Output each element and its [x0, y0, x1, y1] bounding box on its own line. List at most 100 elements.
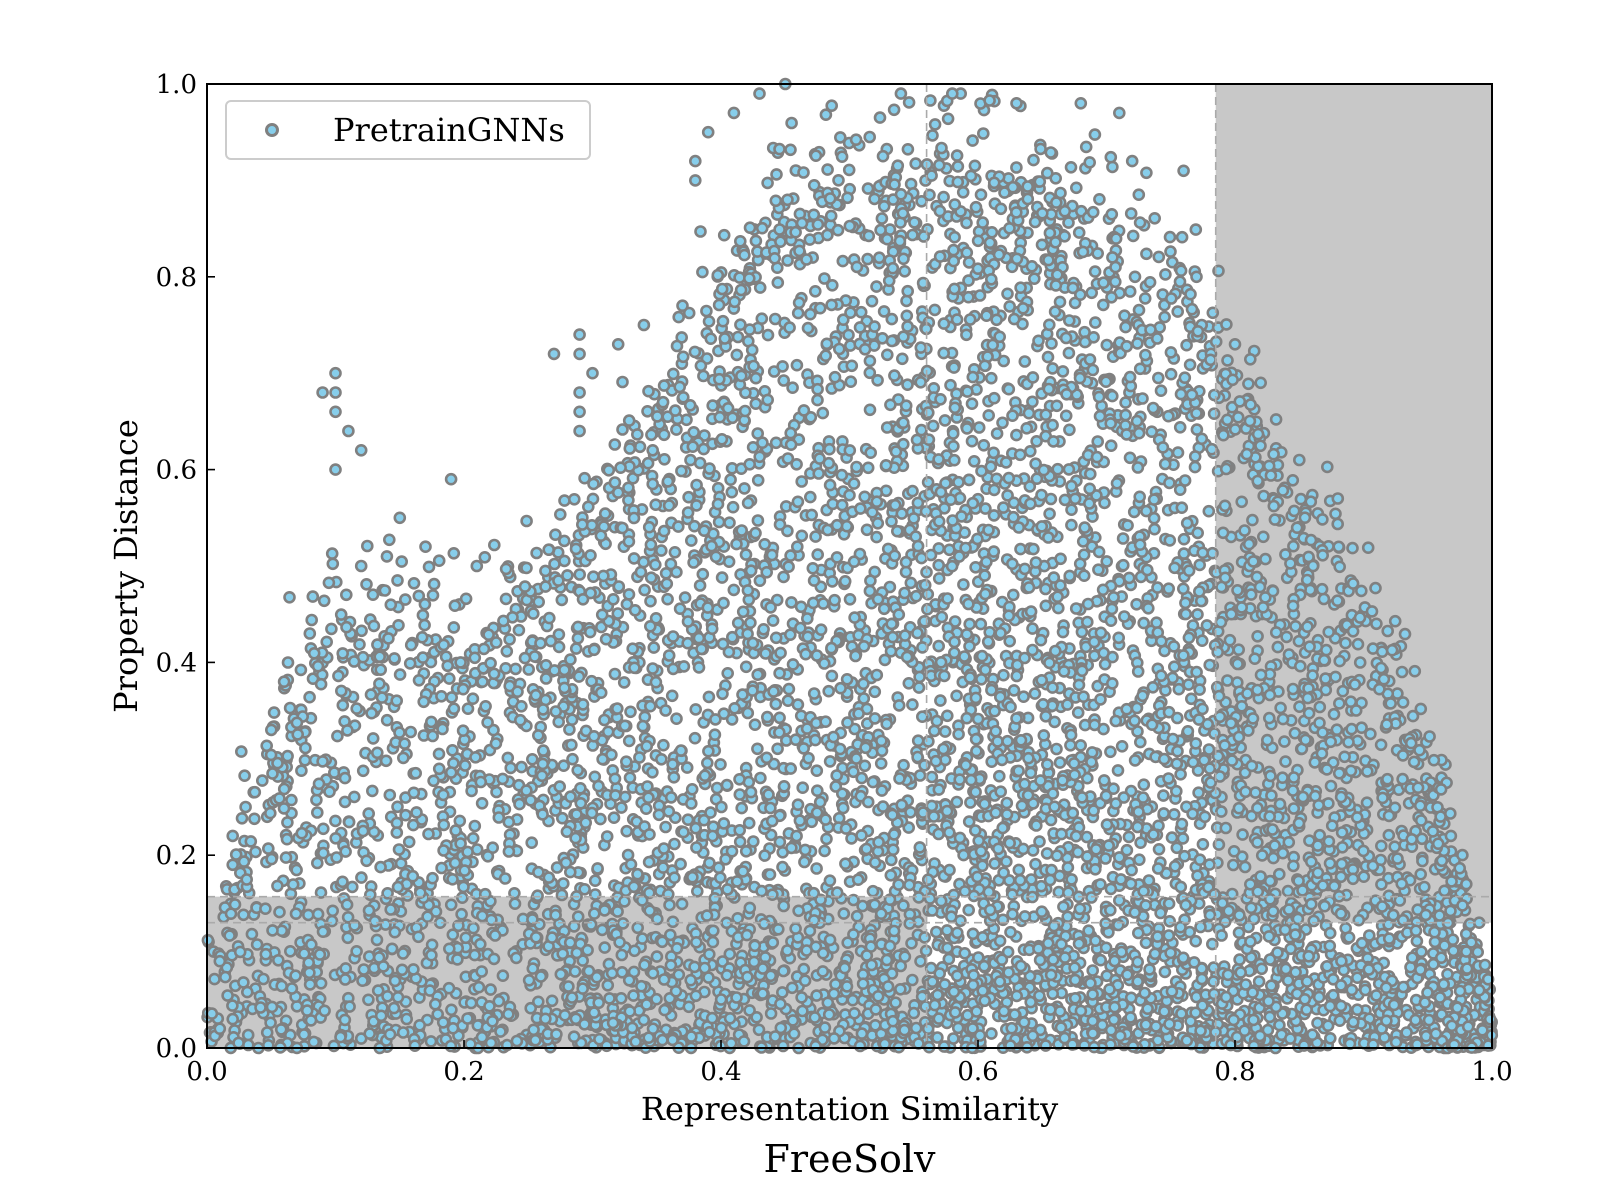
data-point [605, 966, 619, 980]
data-point [1122, 830, 1136, 844]
data-point [1321, 1019, 1335, 1032]
data-point [1102, 839, 1115, 852]
data-point [797, 404, 811, 417]
data-point [1319, 672, 1332, 685]
data-point [1200, 619, 1214, 632]
data-point [466, 831, 480, 845]
data-point [509, 662, 522, 676]
data-point [1353, 656, 1367, 669]
data-point [885, 515, 898, 528]
data-point [1292, 816, 1306, 830]
data-point [901, 378, 914, 392]
data-point [857, 677, 870, 691]
data-point [1158, 965, 1172, 979]
data-point [1068, 492, 1082, 506]
data-point [741, 584, 755, 597]
data-point [536, 744, 550, 757]
data-point [985, 1027, 998, 1040]
data-point [381, 886, 394, 900]
data-point [963, 639, 976, 653]
data-point [777, 374, 791, 387]
data-point [642, 791, 655, 805]
data-point [791, 495, 805, 509]
data-point [1099, 852, 1112, 865]
data-point [1227, 844, 1241, 858]
data-point [664, 557, 678, 571]
data-point [303, 966, 316, 980]
data-point [1003, 836, 1017, 850]
data-point [883, 939, 897, 953]
data-point [1054, 552, 1067, 566]
data-point [1119, 408, 1132, 422]
data-point [771, 922, 785, 936]
data-point [855, 829, 868, 842]
data-point [895, 507, 909, 520]
data-point [769, 631, 783, 645]
data-point [1246, 513, 1259, 527]
data-point [1211, 645, 1224, 659]
data-point [668, 837, 681, 851]
data-point [1042, 531, 1055, 544]
data-point [789, 733, 803, 747]
data-point [874, 223, 887, 237]
data-point [686, 440, 700, 454]
data-point [764, 1007, 778, 1020]
data-point [1202, 504, 1216, 518]
data-point [932, 827, 945, 841]
data-point [539, 580, 552, 593]
data-point [1180, 516, 1194, 530]
data-point [946, 514, 959, 527]
data-point [531, 995, 545, 1009]
data-point [713, 410, 727, 424]
data-point [1175, 817, 1189, 831]
data-point [963, 617, 977, 631]
data-point [329, 831, 343, 845]
data-point [715, 800, 728, 814]
data-point [600, 830, 614, 843]
data-point [712, 515, 726, 529]
data-point [842, 328, 855, 342]
data-point [1146, 680, 1160, 694]
data-point [332, 669, 345, 683]
data-point [1190, 665, 1203, 679]
data-point [960, 246, 974, 259]
data-point [423, 984, 437, 997]
data-point [329, 814, 342, 828]
data-point [738, 482, 751, 495]
data-point [975, 672, 988, 686]
data-point [573, 568, 587, 581]
data-point [647, 641, 661, 654]
data-point [830, 769, 844, 782]
data-point [1073, 371, 1087, 385]
data-point [1050, 742, 1063, 756]
data-point [1235, 495, 1248, 509]
data-point [569, 642, 583, 655]
data-point [1116, 532, 1130, 545]
data-point [914, 375, 928, 389]
data-point [1032, 334, 1045, 348]
data-point [233, 945, 247, 959]
data-point [370, 933, 384, 947]
data-point [360, 854, 373, 868]
data-point [1128, 270, 1142, 284]
data-point [446, 872, 459, 886]
data-point [1255, 849, 1269, 862]
data-point [363, 1027, 377, 1040]
data-point [565, 713, 579, 727]
data-point [1221, 354, 1234, 367]
data-point [672, 968, 686, 982]
data-point [966, 370, 980, 384]
data-point [861, 461, 875, 475]
data-point [652, 808, 666, 822]
data-point [1395, 877, 1408, 891]
data-point [1030, 819, 1043, 832]
data-point [425, 938, 439, 952]
data-point [896, 416, 910, 430]
data-point [1168, 660, 1181, 674]
data-point [1278, 735, 1291, 748]
data-point [1057, 900, 1070, 914]
data-point [1041, 350, 1055, 364]
data-point [1089, 862, 1102, 876]
data-point [595, 923, 609, 937]
data-point [931, 1031, 944, 1044]
